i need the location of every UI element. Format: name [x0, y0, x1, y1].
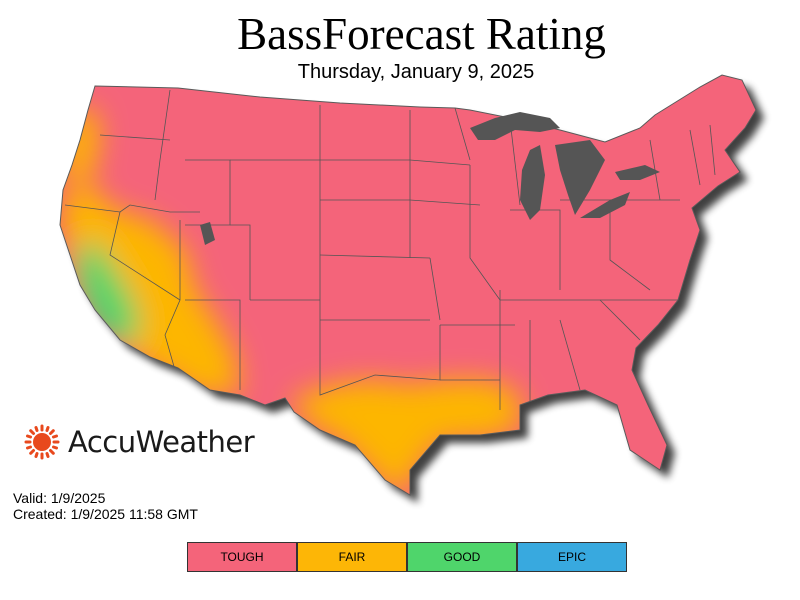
rating-legend: TOUGH FAIR GOOD EPIC: [187, 542, 627, 572]
forecast-date: Thursday, January 9, 2025: [297, 61, 535, 83]
forecast-meta: Valid: 1/9/2025 Created: 1/9/2025 11:58 …: [13, 490, 198, 522]
good-area-california: [75, 240, 140, 345]
lake-superior: [470, 112, 560, 140]
page-title: BassForecast Rating: [237, 9, 606, 59]
sun-icon: [24, 424, 60, 460]
brand-name: AccuWeather: [68, 425, 255, 459]
lake-ontario: [615, 165, 660, 180]
fair-area-west: [60, 185, 240, 395]
us-outline: [59, 74, 757, 496]
legend-item-epic: EPIC: [518, 543, 626, 571]
legend-item-fair: FAIR: [298, 543, 408, 571]
created-timestamp: Created: 1/9/2025 11:58 GMT: [13, 506, 198, 522]
legend-item-good: GOOD: [408, 543, 518, 571]
lake-michigan: [520, 145, 545, 220]
legend-item-tough: TOUGH: [188, 543, 298, 571]
valid-date: Valid: 1/9/2025: [13, 490, 106, 506]
lake-huron: [555, 140, 605, 215]
great-salt-lake: [200, 222, 215, 245]
great-lakes: [200, 112, 660, 245]
state-borders: [64, 89, 716, 410]
lake-erie: [580, 192, 630, 218]
fair-area-texas: [290, 380, 520, 495]
accuweather-logo: AccuWeather: [24, 424, 255, 460]
